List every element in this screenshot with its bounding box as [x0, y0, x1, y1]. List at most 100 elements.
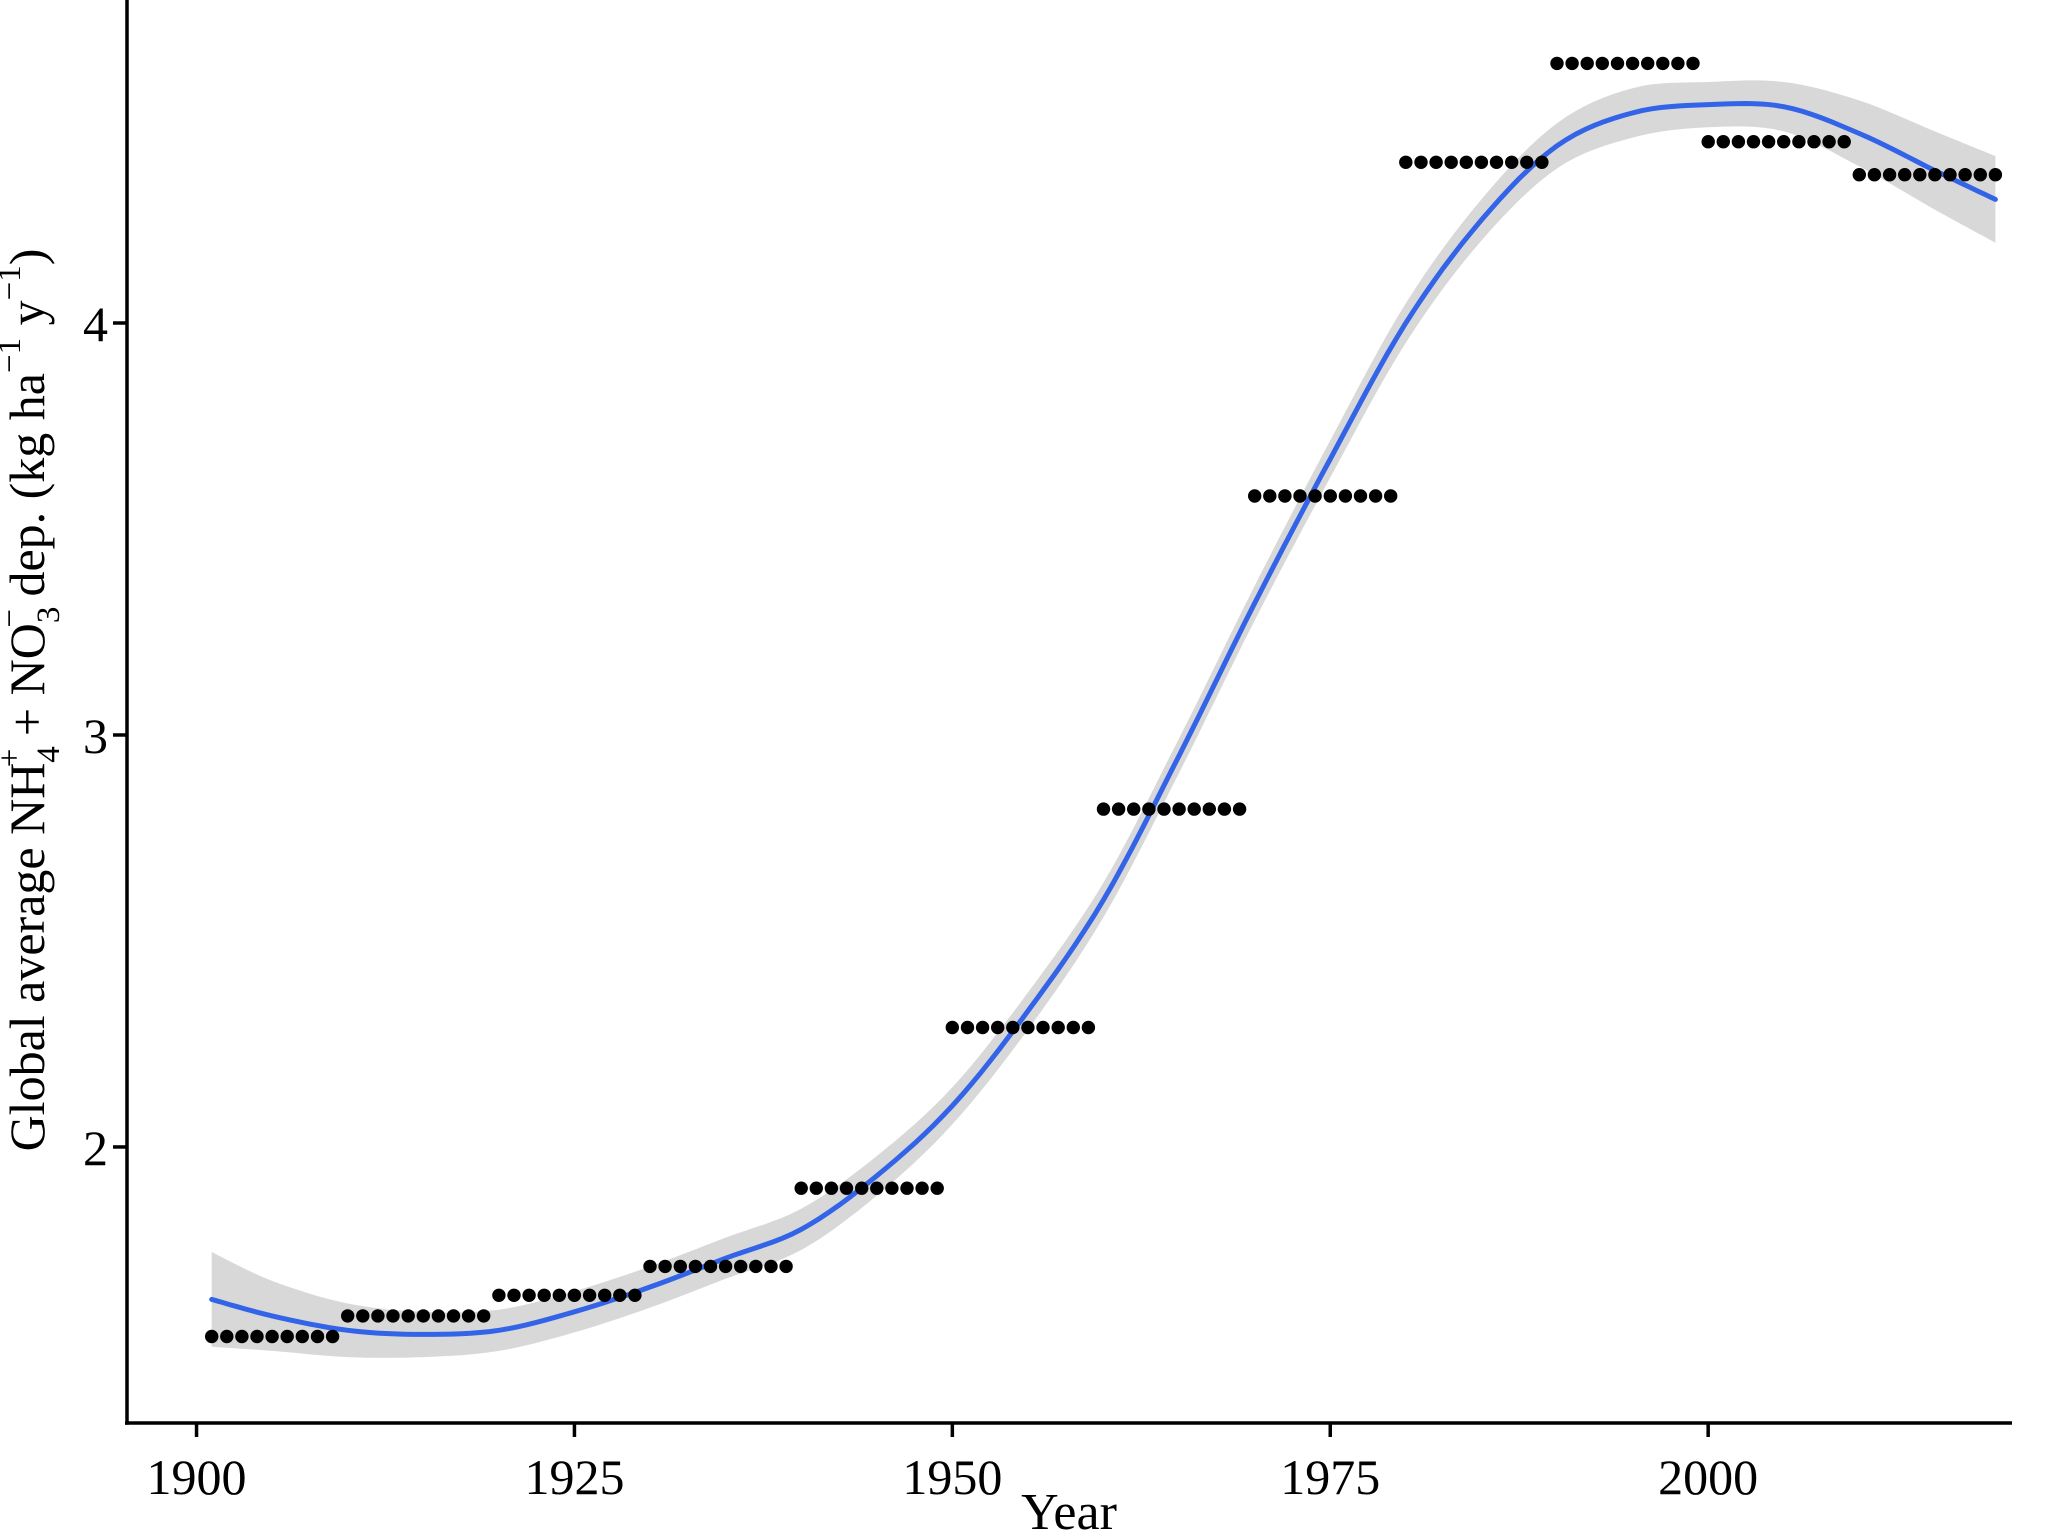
data-point — [371, 1309, 385, 1323]
data-point — [1565, 56, 1579, 71]
data-point — [1263, 489, 1277, 503]
data-point — [1867, 168, 1882, 182]
data-point — [598, 1288, 612, 1303]
x-axis-title: Year — [1021, 1484, 1117, 1531]
data-point — [1338, 489, 1353, 503]
data-point — [401, 1309, 415, 1323]
data-point — [1898, 168, 1912, 182]
x-axis: 1900 1925 1950 1975 2000 — [125, 1421, 2012, 1505]
data-point — [991, 1020, 1005, 1035]
data-point — [1202, 802, 1217, 816]
observation-run-1920s — [492, 1288, 642, 1303]
data-point — [915, 1181, 929, 1195]
data-point — [507, 1288, 521, 1303]
data-point — [718, 1259, 733, 1274]
data-point — [1172, 802, 1186, 816]
data-point — [386, 1309, 400, 1323]
data-point — [1293, 489, 1307, 503]
fit-line — [209, 100, 1998, 1337]
data-point — [477, 1309, 491, 1323]
data-point — [1157, 802, 1171, 816]
data-point — [1429, 155, 1443, 169]
x-tick-label: 2000 — [1658, 1449, 1758, 1505]
data-point — [1701, 135, 1715, 149]
data-point — [1368, 489, 1383, 503]
confidence-band-layer — [211, 80, 1996, 1358]
data-point — [1913, 168, 1927, 182]
data-point — [492, 1288, 506, 1303]
data-point — [205, 1329, 219, 1344]
confidence-band — [211, 80, 1996, 1358]
data-point — [1731, 135, 1746, 149]
data-point — [1353, 489, 1368, 503]
data-point — [975, 1020, 990, 1035]
y-tick-label: 4 — [83, 296, 108, 352]
data-point — [1973, 168, 1988, 182]
data-point — [537, 1288, 551, 1303]
data-points-layer — [205, 56, 2003, 1344]
data-point — [628, 1288, 642, 1303]
data-point — [1550, 56, 1564, 71]
data-point — [1248, 489, 1262, 503]
data-point — [567, 1288, 582, 1303]
data-point — [945, 1020, 959, 1035]
x-tick-label: 1950 — [902, 1449, 1002, 1505]
observation-run-2000s — [1701, 135, 1851, 149]
observation-run-1910s — [341, 1309, 491, 1323]
data-point — [1852, 168, 1867, 182]
data-point — [1232, 802, 1247, 816]
data-point — [1535, 155, 1549, 169]
data-point — [885, 1181, 899, 1195]
data-point — [900, 1181, 914, 1195]
x-tick-label: 1925 — [524, 1449, 624, 1505]
data-point — [1474, 155, 1489, 169]
data-point — [1746, 135, 1761, 149]
data-point — [1716, 135, 1731, 149]
data-point — [824, 1181, 839, 1195]
data-point — [1278, 489, 1292, 503]
data-point — [1958, 168, 1972, 182]
data-point — [1777, 135, 1791, 149]
data-point — [1807, 135, 1821, 149]
data-point — [960, 1020, 975, 1035]
data-point — [779, 1259, 793, 1274]
data-point — [673, 1259, 687, 1274]
observation-run-1970s — [1248, 489, 1398, 503]
data-point — [356, 1309, 370, 1323]
data-point — [582, 1288, 597, 1303]
observation-run-2010s — [1852, 168, 2003, 182]
data-point — [1943, 168, 1957, 182]
data-point — [1051, 1020, 1065, 1035]
y-tick-label: 3 — [83, 708, 108, 764]
data-point — [522, 1288, 536, 1303]
data-point — [870, 1181, 884, 1195]
data-point — [1444, 155, 1458, 169]
data-point — [930, 1181, 944, 1195]
data-point — [1792, 135, 1806, 149]
data-point — [1384, 489, 1398, 503]
data-point — [416, 1309, 430, 1323]
data-point — [1928, 168, 1942, 182]
data-point — [1414, 155, 1428, 169]
data-point — [1882, 168, 1897, 182]
data-point — [250, 1329, 264, 1344]
data-point — [1595, 56, 1610, 71]
data-point — [1686, 56, 1700, 71]
data-point — [235, 1329, 249, 1344]
data-point — [1641, 56, 1655, 71]
observation-run-1990s — [1550, 56, 1700, 71]
data-point — [280, 1329, 294, 1344]
data-point — [1399, 155, 1413, 169]
data-point — [1217, 802, 1232, 816]
data-point — [310, 1329, 325, 1344]
data-point — [1127, 802, 1141, 816]
data-point — [613, 1288, 627, 1303]
data-point — [1111, 802, 1126, 816]
data-point — [1006, 1020, 1020, 1035]
data-point — [325, 1329, 340, 1344]
data-point — [1988, 168, 2003, 182]
data-point — [1308, 489, 1322, 503]
data-point — [446, 1309, 461, 1323]
